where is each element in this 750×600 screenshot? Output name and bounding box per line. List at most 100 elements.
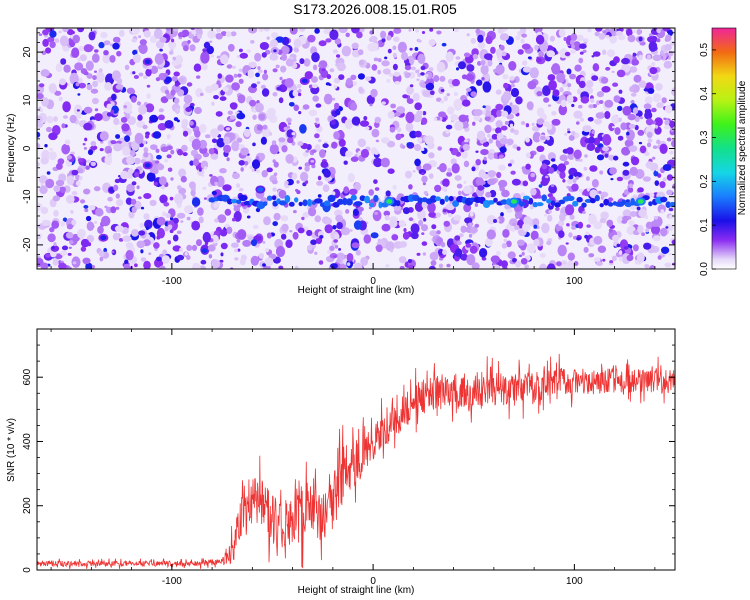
spectrogram-cell — [258, 113, 266, 121]
spectrogram-cell — [334, 209, 343, 217]
spectrogram-cell — [428, 39, 436, 46]
spectrogram-cell — [579, 117, 585, 122]
spectrogram-cell — [40, 69, 50, 77]
spectrogram-cell — [159, 265, 166, 269]
spectrogram-cell — [62, 28, 69, 33]
spectrogram-cell — [440, 100, 445, 104]
spectrogram-cell — [298, 111, 302, 115]
spectrogram-cell — [186, 216, 191, 221]
spectrogram-cell — [659, 143, 668, 154]
spectrogram-cell — [368, 206, 372, 210]
spectrogram-cell — [468, 233, 473, 238]
spectrogram-cell — [530, 172, 536, 178]
spectrogram-cell — [217, 124, 225, 132]
spectrogram-band-cell — [359, 195, 366, 202]
spectrogram-cell — [71, 47, 80, 58]
spectrogram-cell — [440, 89, 445, 92]
spectrogram-cell — [142, 124, 148, 130]
spectrogram-cell — [126, 87, 135, 95]
spectrogram-cell — [44, 144, 48, 148]
spectrogram-band-cell — [528, 197, 534, 205]
spectrogram-cell — [405, 170, 412, 179]
spectrogram-cell — [297, 141, 304, 146]
spectrogram-cell — [630, 92, 637, 97]
spectrogram-cell — [314, 28, 320, 34]
spectrogram-x-axis-label: Height of straight line (km) — [298, 285, 415, 296]
spectrogram-cell — [94, 70, 97, 73]
spectrogram-cell — [136, 185, 140, 190]
snr-y-axis-label: SNR (10 * v/v) — [6, 418, 17, 482]
spectrogram-cell — [85, 215, 92, 222]
spectrogram-cell — [521, 251, 525, 256]
spectrogram-cell — [602, 258, 606, 262]
spectrogram-cell — [422, 163, 432, 171]
spectrogram-cell — [562, 261, 567, 265]
spectrogram-cell — [77, 57, 81, 62]
spectrogram-cell — [415, 29, 419, 33]
spectrogram-cell — [58, 262, 67, 269]
spectrogram-peak-core — [386, 199, 393, 204]
spectrogram-cell — [291, 132, 296, 136]
spectrogram-cell — [114, 225, 124, 233]
spectrogram-cell — [403, 228, 407, 232]
spectrogram-cell — [123, 263, 130, 269]
spectrogram-cell — [191, 138, 201, 151]
spectrogram-cell — [502, 229, 510, 238]
spectrogram-cell — [530, 187, 537, 196]
spectrogram-cell — [98, 250, 105, 257]
spectrogram-cell — [447, 167, 452, 173]
spectrogram-cell — [303, 58, 311, 67]
spectrogram-cell — [278, 84, 288, 93]
spectrogram-cell — [414, 47, 419, 51]
spectrogram-cell — [477, 41, 486, 49]
spectrogram-cell — [526, 101, 534, 110]
spectrogram-cell — [194, 106, 202, 115]
spectrogram-cell — [645, 161, 654, 169]
spectrogram-cell — [235, 183, 241, 189]
spectrogram-cell — [45, 47, 52, 54]
spectrogram-cell — [417, 137, 423, 143]
spectrogram-cell — [319, 149, 326, 158]
spectrogram-cell — [587, 28, 592, 33]
spectrogram-cell — [99, 131, 109, 141]
spectrogram-cell — [200, 259, 207, 265]
spectrogram-cell — [402, 231, 410, 240]
spectrogram-cell — [414, 102, 423, 111]
spectrogram-cell — [527, 80, 537, 90]
spectrogram-cell — [584, 234, 588, 239]
spectrogram-cell — [84, 208, 89, 213]
spectrogram-cell — [643, 242, 652, 250]
spectrogram-cell — [358, 86, 364, 94]
spectrogram-cell — [176, 230, 182, 235]
spectrogram-cell — [71, 30, 75, 35]
spectrogram-cell — [495, 127, 502, 134]
spectrogram-cell — [583, 166, 588, 171]
spectrogram-cell — [563, 37, 567, 41]
snr-frame — [36, 328, 676, 571]
spectrogram-cell — [307, 34, 316, 43]
spectrogram-cell — [506, 240, 512, 248]
spectrogram-cell — [173, 28, 179, 32]
spectrogram-cell — [442, 209, 447, 213]
spectrogram-cell — [185, 107, 192, 112]
spectrogram-cell — [664, 119, 670, 126]
spectrogram-cell — [83, 71, 89, 76]
spectrogram-cell — [67, 252, 72, 256]
spectrogram-cell — [58, 96, 63, 102]
spectrogram-cell — [595, 112, 605, 119]
spectrogram-cell — [191, 220, 201, 231]
spectrogram-cell — [569, 73, 577, 80]
spectrogram-cell — [474, 203, 479, 207]
spectrogram-cell — [487, 178, 497, 186]
spectrogram-cell — [629, 166, 638, 176]
spectrogram-cell — [591, 130, 596, 134]
spectrogram-cell — [191, 262, 201, 269]
spectrogram-cell — [76, 109, 80, 112]
spectrogram-cell — [154, 53, 164, 65]
spectrogram-cell — [476, 79, 483, 86]
spectrogram-band-cell — [558, 199, 566, 205]
spectrogram-cell — [643, 88, 649, 92]
spectrogram-cell — [365, 76, 372, 82]
spectrogram-cell — [350, 102, 358, 111]
spectrogram-cell — [255, 207, 261, 213]
